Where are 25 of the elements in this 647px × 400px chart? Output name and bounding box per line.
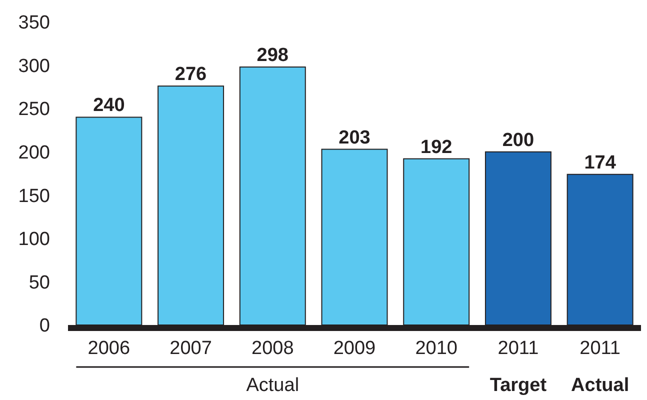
text: Target bbox=[490, 375, 548, 396]
y-tick-label: 300 bbox=[18, 56, 50, 77]
y-tick-label: 200 bbox=[18, 142, 50, 164]
x-tick-label: 2007 bbox=[170, 338, 212, 359]
x-tick-label: 2011 bbox=[580, 338, 620, 359]
text: Actual bbox=[571, 375, 630, 396]
y-tick-label: 0 bbox=[39, 316, 50, 337]
y-tick-label: 50 bbox=[28, 272, 50, 294]
x-tick-label: 2008 bbox=[252, 338, 294, 359]
x-tick-label: 2011 bbox=[498, 338, 539, 359]
data-label: 240 bbox=[93, 95, 125, 116]
x-tick-label: 2006 bbox=[88, 338, 130, 359]
data-label: 192 bbox=[420, 136, 452, 158]
data-label: 174 bbox=[584, 152, 616, 174]
y-tick-label: 350 bbox=[18, 12, 50, 34]
text: Actual bbox=[246, 375, 300, 396]
y-tick-label: 150 bbox=[18, 186, 50, 207]
data-label: 203 bbox=[338, 127, 370, 148]
data-label: 200 bbox=[502, 130, 534, 151]
x-tick-label: 2009 bbox=[333, 338, 376, 359]
data-label: 276 bbox=[174, 64, 207, 86]
x-tick-label: 2010 bbox=[415, 338, 458, 359]
y-tick-label: 100 bbox=[18, 229, 50, 250]
data-label: 298 bbox=[256, 45, 288, 66]
y-tick-label: 250 bbox=[18, 99, 50, 120]
